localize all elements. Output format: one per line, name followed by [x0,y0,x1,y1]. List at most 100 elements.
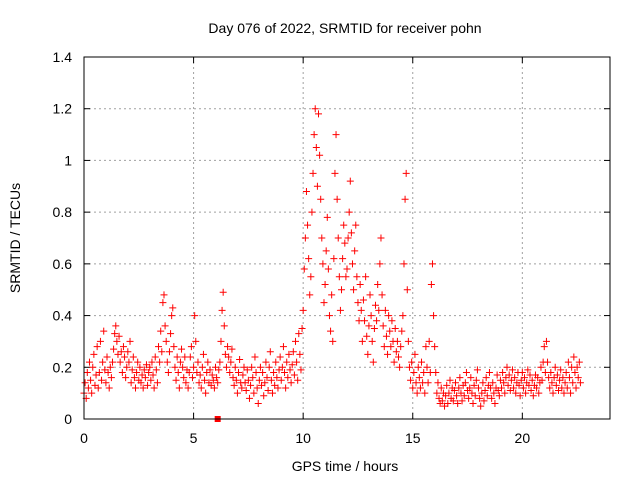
data-point [128,366,136,374]
data-point [340,221,348,229]
data-point [107,374,115,382]
data-point [575,358,583,366]
data-point [390,358,398,366]
data-point [108,358,116,366]
data-point [385,312,393,320]
data-point [455,384,463,392]
data-point [551,363,559,371]
data-point [149,371,157,379]
data-point [255,376,263,384]
data-point [88,389,96,397]
data-point [359,296,367,304]
data-point [320,299,328,307]
data-point [546,384,554,392]
data-point [373,317,381,325]
data-point [317,195,325,203]
data-point [410,368,418,376]
data-point [167,330,175,338]
data-point [563,384,571,392]
data-point [310,131,318,139]
data-point [401,195,409,203]
data-point [504,381,512,389]
y-tick-label: 0.6 [53,256,73,272]
data-point [572,384,580,392]
data-point [431,343,439,351]
data-point [291,337,299,345]
data-point [148,358,156,366]
data-point [254,399,262,407]
data-point [199,350,207,358]
data-point [133,368,141,376]
data-point [498,384,506,392]
y-tick-label: 0.2 [53,359,73,375]
data-point [387,343,395,351]
data-point [299,306,307,314]
data-point [515,381,523,389]
data-point [428,260,436,268]
data-point [141,374,149,382]
data-point [375,306,383,314]
data-point [354,299,362,307]
x-tick-label: 15 [405,430,421,446]
data-point [316,151,324,159]
data-point [361,317,369,325]
data-point [123,363,131,371]
data-point [222,363,230,371]
data-point [341,239,349,247]
data-point [362,273,370,281]
data-point [488,394,496,402]
data-point [301,234,309,242]
data-point [225,353,233,361]
data-point [216,358,224,366]
data-point [446,376,454,384]
data-point [134,358,142,366]
data-point [172,376,180,384]
data-point [327,327,335,335]
data-point [185,368,193,376]
data-point [104,368,112,376]
data-point [471,392,479,400]
data-point [344,234,352,242]
data-point [477,402,485,410]
data-point [342,273,350,281]
data-point [256,363,264,371]
x-tick-label: 5 [190,430,198,446]
data-point [574,374,582,382]
data-point [369,358,377,366]
data-point [376,260,384,268]
data-point [391,325,399,332]
data-point [346,177,354,185]
data-point [190,363,198,371]
data-point [524,366,532,374]
data-point [570,353,578,361]
data-point [304,221,312,229]
data-point [345,208,353,216]
data-point [338,286,346,294]
data-point [392,348,400,356]
data-point [318,234,326,242]
data-point [416,384,424,392]
data-point [273,374,281,382]
data-point [116,358,124,366]
data-point [424,379,432,387]
data-point [548,379,556,387]
data-point [364,350,372,358]
data-point [110,345,118,353]
data-point [81,379,89,387]
data-point [540,343,548,351]
data-point [230,381,238,389]
data-point [219,288,227,296]
data-point [491,399,499,407]
data-point [105,384,113,392]
data-point [202,389,210,397]
data-point [333,195,341,203]
data-point [403,286,411,294]
data-point [559,374,567,382]
data-point [421,389,429,397]
data-point [169,304,177,312]
data-point [136,363,144,371]
data-point [215,366,223,374]
data-point [365,322,373,330]
data-point [529,392,537,400]
data-point [232,376,240,384]
